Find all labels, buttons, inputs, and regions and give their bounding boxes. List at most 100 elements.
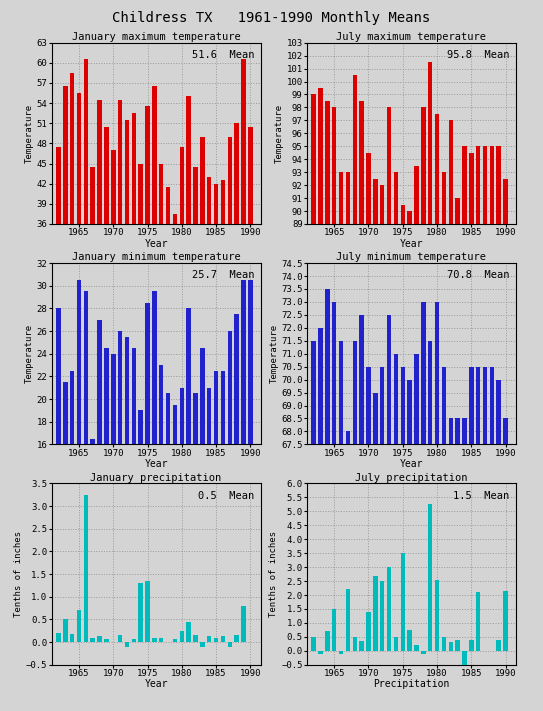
Bar — [380, 581, 384, 651]
X-axis label: Year: Year — [144, 459, 168, 469]
Bar — [118, 331, 122, 626]
Bar — [421, 302, 426, 711]
Y-axis label: Tenths of inches: Tenths of inches — [269, 531, 279, 617]
Bar — [469, 153, 473, 711]
Bar — [84, 495, 88, 642]
Text: 1.5  Mean: 1.5 Mean — [453, 491, 509, 501]
Bar — [490, 146, 494, 711]
X-axis label: Year: Year — [144, 238, 168, 249]
Bar — [435, 114, 439, 711]
Bar — [138, 164, 143, 466]
Text: Childress TX   1961-1990 Monthly Means: Childress TX 1961-1990 Monthly Means — [112, 11, 431, 25]
Bar — [312, 95, 316, 711]
Bar — [228, 642, 232, 647]
Bar — [146, 303, 150, 626]
Bar — [456, 419, 460, 711]
Bar — [214, 183, 218, 466]
Bar — [462, 419, 466, 711]
Text: 95.8  Mean: 95.8 Mean — [447, 50, 509, 60]
Bar — [56, 309, 61, 626]
Bar — [428, 341, 432, 711]
Bar — [207, 177, 211, 466]
Bar — [332, 609, 337, 651]
Bar — [241, 60, 246, 466]
X-axis label: Year: Year — [144, 679, 168, 690]
Bar — [220, 636, 225, 642]
Bar — [248, 127, 252, 466]
Bar — [441, 172, 446, 711]
Bar — [235, 123, 239, 466]
Bar — [152, 292, 156, 626]
Bar — [387, 107, 392, 711]
Bar — [193, 393, 198, 626]
Bar — [63, 382, 67, 626]
X-axis label: Year: Year — [400, 238, 423, 249]
Bar — [325, 289, 330, 711]
Bar — [352, 341, 357, 711]
Bar — [173, 639, 177, 642]
Bar — [503, 419, 508, 711]
Bar — [421, 651, 426, 653]
Bar — [407, 630, 412, 651]
Bar — [476, 146, 481, 711]
Bar — [159, 365, 163, 626]
Title: July minimum temperature: July minimum temperature — [336, 252, 487, 262]
Bar — [325, 101, 330, 711]
Bar — [118, 636, 122, 642]
Bar — [63, 86, 67, 466]
Bar — [70, 73, 74, 466]
Bar — [414, 353, 419, 711]
Bar — [441, 367, 446, 711]
Text: 25.7  Mean: 25.7 Mean — [192, 270, 254, 280]
Bar — [180, 146, 184, 466]
Bar — [235, 636, 239, 642]
Bar — [91, 439, 95, 626]
Bar — [200, 348, 205, 626]
Bar — [359, 641, 364, 651]
Bar — [166, 393, 171, 626]
Bar — [339, 172, 343, 711]
Bar — [159, 638, 163, 642]
Bar — [476, 592, 481, 651]
Bar — [180, 387, 184, 626]
Bar — [77, 610, 81, 642]
Bar — [312, 341, 316, 711]
Bar — [111, 354, 116, 626]
Bar — [125, 337, 129, 626]
Bar — [359, 315, 364, 711]
Bar — [186, 309, 191, 626]
Bar — [146, 581, 150, 642]
Bar — [56, 633, 61, 642]
Y-axis label: Temperature: Temperature — [269, 324, 279, 383]
Bar — [228, 331, 232, 626]
Bar — [214, 370, 218, 626]
Bar — [401, 205, 405, 711]
Bar — [503, 591, 508, 651]
Text: 70.8  Mean: 70.8 Mean — [447, 270, 509, 280]
Bar — [104, 639, 109, 642]
Bar — [97, 636, 102, 642]
Bar — [373, 575, 377, 651]
Bar — [367, 153, 371, 711]
Bar — [146, 107, 150, 466]
Bar — [394, 637, 398, 651]
Bar — [173, 405, 177, 626]
Bar — [131, 639, 136, 642]
Bar — [193, 636, 198, 642]
Bar — [207, 636, 211, 642]
Bar — [152, 638, 156, 642]
Bar — [200, 642, 205, 647]
Bar — [97, 100, 102, 466]
Bar — [428, 504, 432, 651]
Title: July precipitation: July precipitation — [355, 473, 468, 483]
Bar — [367, 367, 371, 711]
Title: January maximum temperature: January maximum temperature — [72, 32, 241, 42]
Bar — [339, 341, 343, 711]
Bar — [152, 86, 156, 466]
Bar — [248, 280, 252, 626]
Bar — [173, 214, 177, 466]
Bar — [138, 410, 143, 626]
Bar — [318, 651, 323, 653]
Bar — [407, 211, 412, 711]
Bar — [131, 348, 136, 626]
